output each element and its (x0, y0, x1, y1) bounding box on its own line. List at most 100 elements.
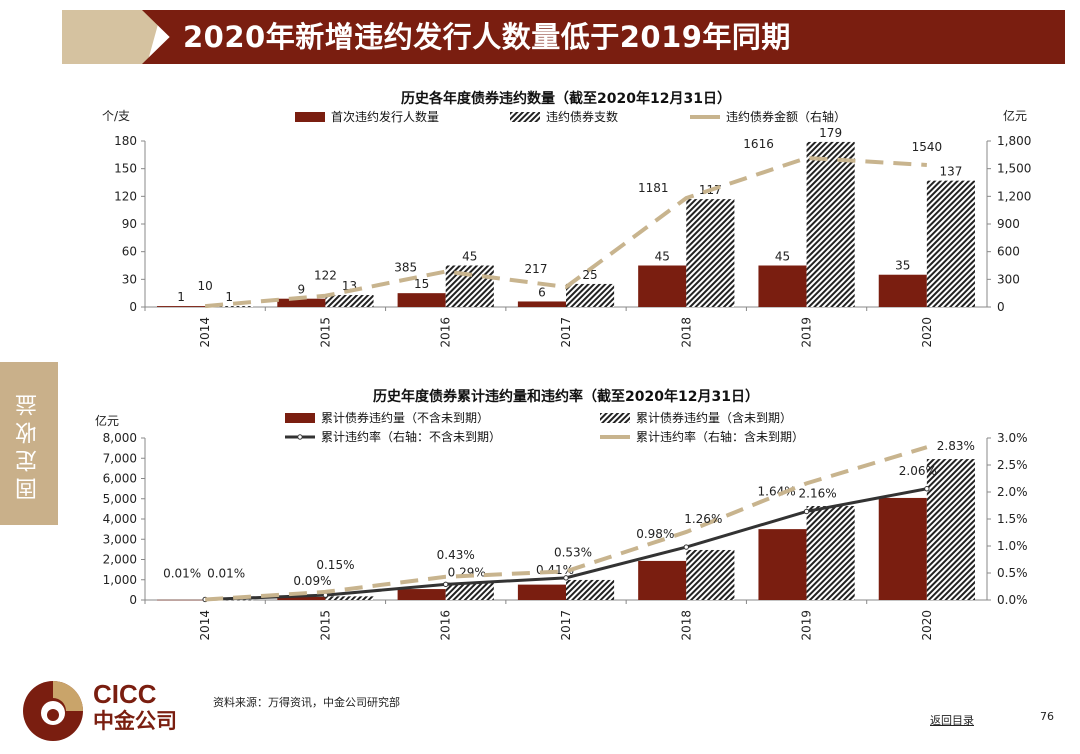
bar-data-label: 25 (582, 268, 597, 282)
y-axis-unit: 个/支 (102, 109, 130, 123)
bar (157, 306, 206, 307)
bar-data-label: 45 (655, 250, 670, 264)
y2-tick-label: 3.0% (997, 431, 1028, 445)
x-tick-label: 2016 (439, 610, 453, 641)
back-to-contents-link[interactable]: 返回目录 (930, 714, 974, 727)
bar (157, 599, 206, 601)
x-tick-label: 2018 (679, 610, 693, 641)
y2-tick-label: 1.0% (997, 539, 1028, 553)
legend-label: 累计债券违约量（含未到期） (636, 410, 792, 425)
y-tick-label: 3,000 (103, 532, 137, 546)
bar-data-label: 45 (775, 250, 790, 264)
y2-tick-label: 0.0% (997, 593, 1028, 607)
line-marker (683, 544, 689, 550)
line-data-label: 0.01% (207, 566, 245, 580)
bar-data-label: 179 (819, 126, 842, 140)
line-data-label: 1540 (912, 140, 943, 154)
x-tick-label: 2018 (679, 317, 693, 348)
cicc-logo-icon (23, 681, 83, 741)
bar-data-label: 35 (895, 259, 910, 273)
y2-tick-label: 600 (997, 245, 1020, 259)
y-tick-label: 8,000 (103, 431, 137, 445)
page-number: 76 (1040, 710, 1054, 723)
y-tick-label: 60 (122, 245, 137, 259)
bar (878, 274, 927, 307)
series-line (204, 155, 927, 309)
bar (205, 306, 254, 307)
bar-data-label: 9 (298, 283, 306, 297)
line-data-label: 1.64% (758, 484, 796, 498)
line-data-label: 0.01% (163, 566, 201, 580)
y2-tick-label: 2.5% (997, 458, 1028, 472)
bar (926, 459, 975, 600)
bar (566, 283, 615, 307)
line-data-label: 0.15% (316, 558, 354, 572)
line-data-label: 1.26% (684, 512, 722, 526)
y2-axis-unit: 亿元 (1003, 108, 1027, 123)
bar-data-label: 15 (414, 277, 429, 291)
legend-swatch (285, 413, 315, 423)
x-tick-label: 2016 (439, 317, 453, 348)
title-banner (142, 10, 1065, 64)
page-title: 2020年新增违约发行人数量低于2019年同期 (183, 20, 791, 54)
chart-title: 历史各年度债券违约数量（截至2020年12月31日） (401, 90, 731, 107)
bar (445, 265, 494, 307)
x-tick-label: 2014 (198, 610, 212, 641)
y-tick-label: 6,000 (103, 472, 137, 486)
line-data-label: 2.83% (937, 439, 975, 453)
bar (397, 589, 446, 600)
bar (806, 506, 855, 600)
y-tick-label: 2,000 (103, 553, 137, 567)
bar-data-label: 137 (939, 165, 962, 179)
line-marker (443, 581, 449, 588)
line-data-label: 122 (314, 269, 337, 283)
y-tick-label: 180 (114, 134, 137, 148)
y-tick-label: 90 (122, 217, 137, 231)
x-tick-label: 2015 (318, 317, 332, 348)
legend-label: 累计违约率（右轴：含未到期） (636, 429, 804, 444)
y-tick-label: 4,000 (103, 512, 137, 526)
legend-swatch (510, 112, 540, 122)
bar (445, 582, 494, 600)
bar (325, 596, 374, 600)
line-data-label: 0.98% (636, 527, 674, 541)
line-data-label: 0.09% (293, 574, 331, 588)
chart-cumulative-defaults: 历史年度债券累计违约量和违约率（截至2020年12月31日） 亿元 0 1,000 2,… (95, 388, 1028, 641)
banner-accent (62, 10, 162, 64)
legend-label: 累计债券违约量（不含未到期） (321, 410, 489, 425)
y2-tick-label: 2.0% (997, 485, 1028, 499)
bar (758, 265, 807, 307)
side-tab-fixed-income[interactable]: 固定收益 (0, 362, 58, 525)
x-tick-label: 2014 (198, 317, 212, 348)
y-tick-label: 7,000 (103, 451, 137, 465)
bar-data-label: 6 (538, 285, 546, 299)
source-note: 资料来源：万得资讯，中金公司研究部 (213, 696, 400, 709)
bar (878, 497, 927, 600)
y-tick-label: 5,000 (103, 492, 137, 506)
x-tick-label: 2019 (800, 317, 814, 348)
y-tick-label: 150 (114, 162, 137, 176)
bar (686, 549, 735, 600)
logo-text-cn: 中金公司 (93, 709, 177, 733)
bar-data-label: 1 (177, 290, 185, 304)
x-tick-label: 2017 (559, 317, 573, 348)
legend-swatch (295, 112, 325, 122)
bar (277, 596, 326, 600)
x-tick-label: 2020 (920, 610, 934, 641)
bar-data-label: 1 (225, 290, 233, 304)
y2-tick-label: 1,800 (997, 134, 1031, 148)
bar (517, 301, 566, 307)
y2-tick-label: 0 (997, 300, 1005, 314)
logo-text-en: CICC (93, 679, 157, 709)
line-data-label: 0.43% (437, 548, 475, 562)
bar (638, 265, 687, 307)
y2-tick-label: 1.5% (997, 512, 1028, 526)
bar (277, 298, 326, 307)
y-tick-label: 1,000 (103, 573, 137, 587)
y2-tick-label: 1,200 (997, 189, 1031, 203)
chart-annual-defaults: 历史各年度债券违约数量（截至2020年12月31日）个/支 亿元030609012… (102, 90, 1031, 348)
bar (806, 141, 855, 307)
bar (517, 584, 566, 600)
y-tick-label: 30 (122, 272, 137, 286)
y-tick-label: 0 (129, 593, 137, 607)
